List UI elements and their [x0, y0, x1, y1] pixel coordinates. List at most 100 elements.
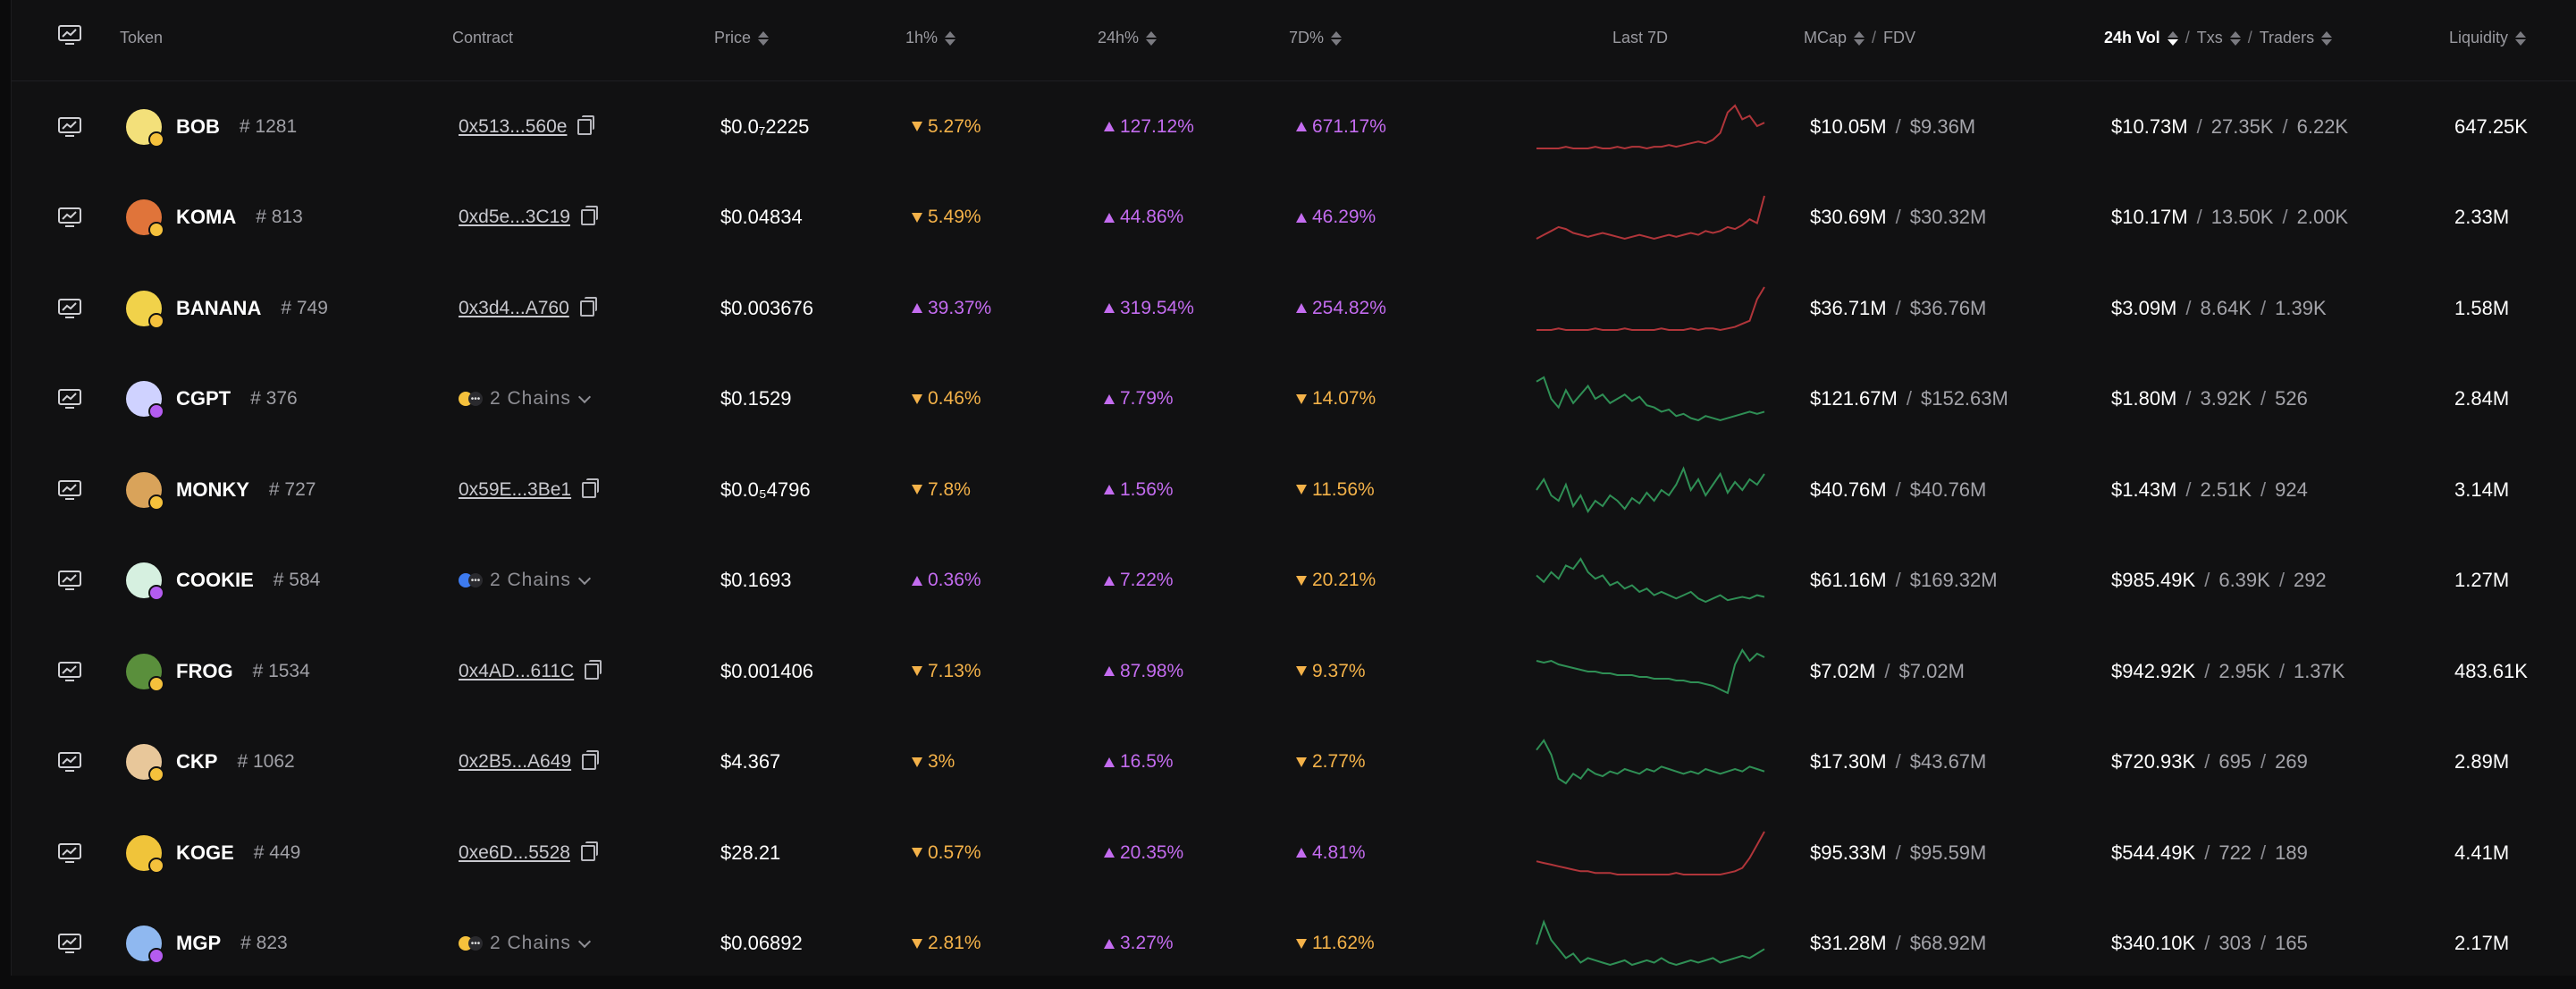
- sparkline-cell: [1531, 372, 1772, 426]
- header-chart-icon[interactable]: [58, 25, 81, 45]
- mcap-cell: $10.05M / $9.36M: [1810, 114, 1976, 138]
- chain-badge-icon: [148, 494, 164, 511]
- row-chart-button[interactable]: [58, 934, 81, 953]
- row-chart-button[interactable]: [58, 752, 81, 772]
- arrow-up-icon: [1104, 303, 1115, 313]
- copy-icon[interactable]: [582, 478, 600, 498]
- row-chart-button[interactable]: [58, 298, 81, 318]
- volume-24h: $3.09M: [2111, 296, 2177, 319]
- contract-address[interactable]: 0x2B5...A649: [459, 751, 572, 772]
- row-chart-button[interactable]: [58, 116, 81, 137]
- change-7d: 671.17%: [1296, 116, 1386, 138]
- row-chart-button[interactable]: [58, 661, 81, 681]
- row-chart-button[interactable]: [58, 571, 81, 590]
- header-txs[interactable]: Txs: [2196, 29, 2223, 46]
- header-7d[interactable]: 7D%: [1289, 29, 1343, 47]
- row-chart-button[interactable]: [58, 207, 81, 227]
- table-row[interactable]: COOKIE # 584 ••• 2 Chains $0.1693 0.36% …: [12, 536, 2576, 626]
- header-token: Token: [120, 29, 164, 46]
- contract-address[interactable]: 0x4AD...611C: [459, 660, 575, 681]
- chevron-down-icon[interactable]: [577, 390, 591, 403]
- token-symbol[interactable]: KOMA: [176, 206, 237, 228]
- arrow-down-icon: [912, 848, 922, 858]
- token-symbol[interactable]: COOKIE: [176, 569, 254, 591]
- table-row[interactable]: KOMA # 813 0xd5e...3C19 $0.04834 5.49% 4…: [12, 173, 2576, 263]
- table-row[interactable]: FROG # 1534 0x4AD...611C $0.001406 7.13%…: [12, 626, 2576, 716]
- arrow-down-icon: [1296, 757, 1307, 767]
- contract-address[interactable]: 0x3d4...A760: [459, 297, 569, 318]
- table-row[interactable]: BANANA # 749 0x3d4...A760 $0.003676 39.3…: [12, 263, 2576, 353]
- token-cell[interactable]: BOB # 1281: [126, 108, 297, 148]
- copy-icon[interactable]: [582, 750, 600, 770]
- token-cell[interactable]: CKP # 1062: [126, 744, 295, 782]
- token-cell[interactable]: COOKIE # 584: [126, 562, 321, 601]
- token-symbol[interactable]: BANANA: [176, 296, 262, 319]
- token-avatar: [126, 926, 164, 964]
- table-row[interactable]: CKP # 1062 0x2B5...A649 $4.367 3% 16.5% …: [12, 717, 2576, 807]
- table-row[interactable]: MONKY # 727 0x59E...3Be1 $0.0₅4796 7.8% …: [12, 444, 2576, 535]
- header-liquidity[interactable]: Liquidity: [2449, 29, 2527, 47]
- contract-cell: ••• 2 Chains: [459, 933, 591, 954]
- mcap-cell: $40.76M / $40.76M: [1810, 478, 1987, 501]
- fdv: $9.36M: [1909, 114, 1976, 138]
- price: $0.0₅4796: [720, 478, 811, 501]
- arrow-down-icon: [1296, 485, 1307, 494]
- copy-icon[interactable]: [580, 206, 598, 225]
- monitor-chart-icon: [58, 752, 81, 772]
- table-row[interactable]: MGP # 823 ••• 2 Chains $0.06892 2.81% 3.…: [12, 899, 2576, 989]
- table-row[interactable]: CGPT # 376 ••• 2 Chains $0.1529 0.46% 7.…: [12, 354, 2576, 444]
- token-cell[interactable]: KOMA # 813: [126, 199, 303, 238]
- row-chart-button[interactable]: [58, 479, 81, 500]
- change-7d-value: 254.82%: [1312, 297, 1386, 318]
- volume-24h: $544.49K: [2111, 841, 2196, 864]
- token-symbol[interactable]: MGP: [176, 932, 222, 954]
- change-7d: 11.62%: [1296, 933, 1375, 954]
- change-24h-value: 319.54%: [1120, 297, 1194, 318]
- token-rank: # 584: [273, 570, 321, 590]
- chains-selector[interactable]: 2 Chains: [490, 933, 571, 953]
- contract-address[interactable]: 0xe6D...5528: [459, 841, 570, 863]
- copy-icon[interactable]: [585, 659, 602, 680]
- token-cell[interactable]: CGPT # 376: [126, 381, 298, 419]
- token-cell[interactable]: KOGE # 449: [126, 834, 300, 874]
- token-symbol[interactable]: BOB: [176, 114, 220, 138]
- contract-address[interactable]: 0x513...560e: [459, 115, 568, 137]
- table-row[interactable]: BOB # 1281 0x513...560e $0.0₇2225 5.27% …: [12, 81, 2576, 172]
- copy-icon[interactable]: [577, 114, 595, 135]
- token-cell[interactable]: BANANA # 749: [126, 290, 328, 329]
- contract-cell: 0xd5e...3C19: [459, 206, 598, 228]
- arrow-down-icon: [912, 666, 922, 676]
- token-cell[interactable]: FROG # 1534: [126, 653, 310, 692]
- price: $0.0₇2225: [720, 114, 810, 138]
- contract-address[interactable]: 0x59E...3Be1: [459, 478, 572, 500]
- contract-address[interactable]: 0xd5e...3C19: [459, 207, 570, 227]
- token-symbol[interactable]: CGPT: [176, 387, 232, 410]
- header-traders[interactable]: Traders: [2259, 29, 2315, 46]
- chevron-down-icon[interactable]: [577, 571, 591, 585]
- token-cell[interactable]: MGP # 823: [126, 926, 288, 964]
- token-symbol[interactable]: CKP: [176, 750, 218, 773]
- copy-icon[interactable]: [580, 841, 598, 861]
- header-price[interactable]: Price: [714, 29, 770, 47]
- header-1h[interactable]: 1h%: [905, 29, 956, 47]
- row-chart-button[interactable]: [58, 389, 81, 409]
- table-row[interactable]: KOGE # 449 0xe6D...5528 $28.21 0.57% 20.…: [12, 807, 2576, 898]
- change-7d: 4.81%: [1296, 842, 1366, 864]
- row-chart-button[interactable]: [58, 842, 81, 863]
- token-cell[interactable]: MONKY # 727: [126, 471, 316, 511]
- copy-icon[interactable]: [579, 296, 597, 317]
- token-symbol[interactable]: KOGE: [176, 841, 234, 864]
- token-symbol[interactable]: FROG: [176, 659, 233, 682]
- mcap-cell: $7.02M / $7.02M: [1810, 659, 1965, 682]
- header-vol[interactable]: 24h Vol / Txs / Traders: [2104, 29, 2333, 47]
- header-24h[interactable]: 24h%: [1098, 29, 1158, 47]
- chains-selector[interactable]: 2 Chains: [490, 388, 571, 409]
- chains-selector[interactable]: 2 Chains: [490, 570, 571, 590]
- token-symbol[interactable]: MONKY: [176, 478, 249, 501]
- change-24h-value: 7.79%: [1120, 388, 1174, 409]
- change-7d: 2.77%: [1296, 751, 1366, 773]
- volume-24h: $720.93K: [2111, 750, 2196, 773]
- mcap: $95.33M: [1810, 841, 1887, 864]
- header-mcap[interactable]: MCap / FDV: [1804, 29, 1916, 46]
- chevron-down-icon[interactable]: [577, 934, 591, 948]
